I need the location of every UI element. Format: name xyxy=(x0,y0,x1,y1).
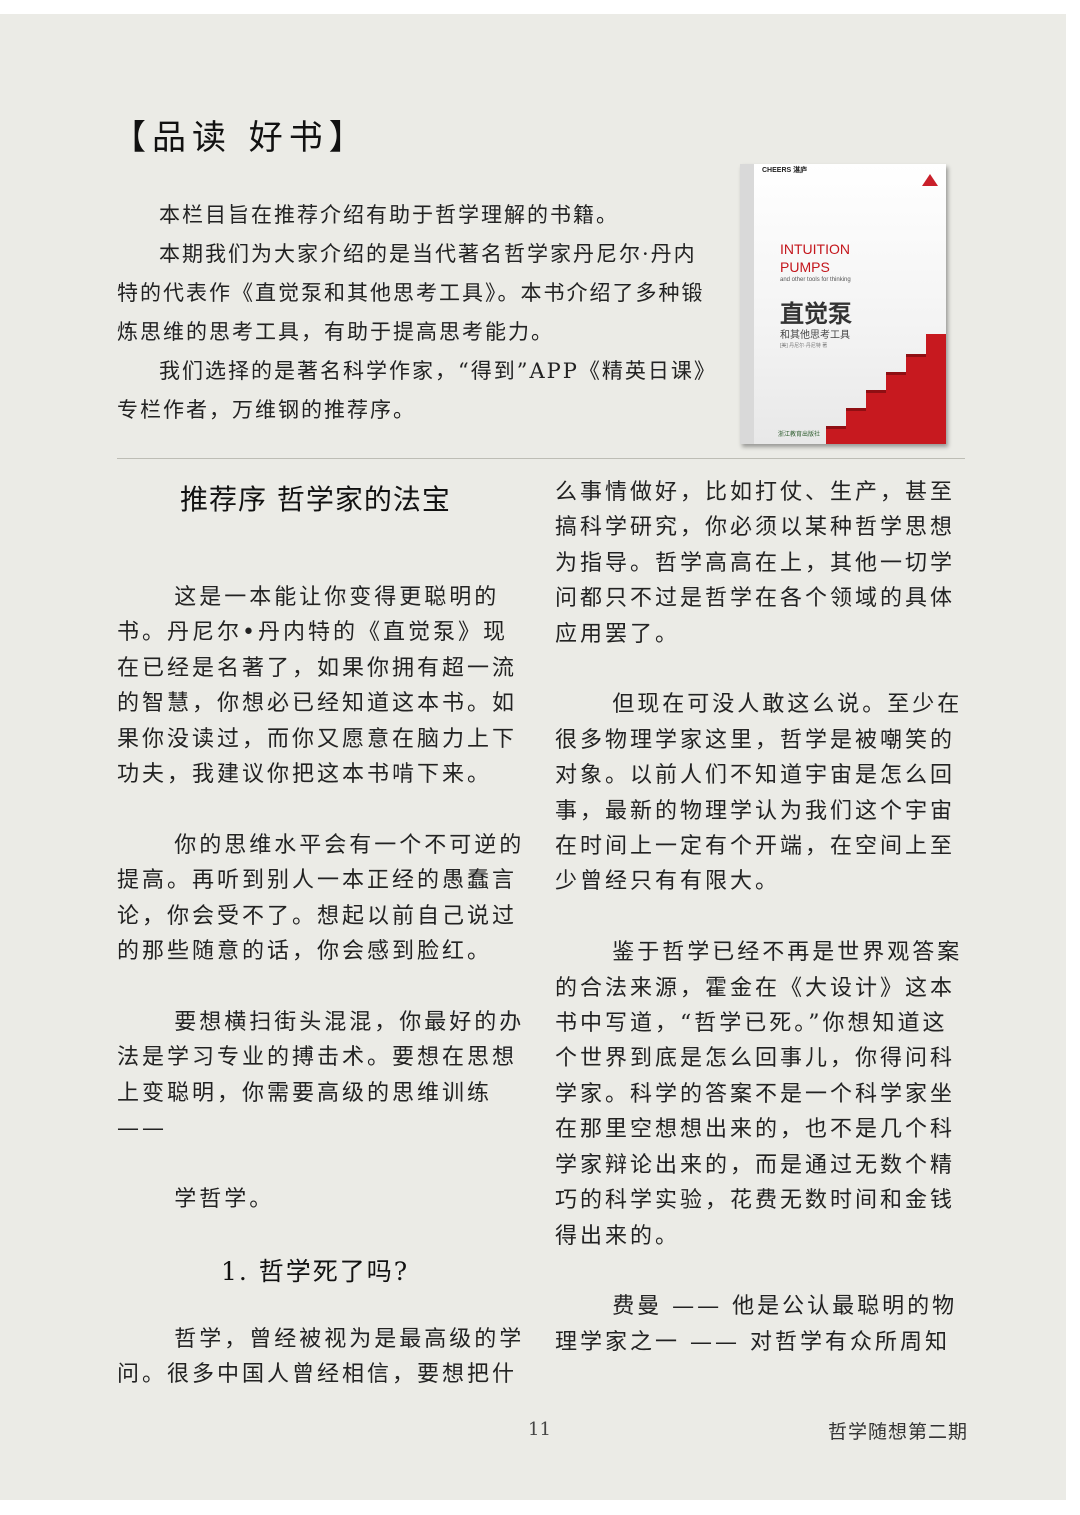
paragraph: 鉴于哲学已经不再是世界观答案的合法来源，霍金在《大设计》这本书中写道，“哲学已死… xyxy=(555,940,963,1249)
book-spine-text: 直觉泵 xyxy=(742,205,749,230)
article-column-left-continued: 哲学，曾经被视为是最高级的学问。很多中国人曾经相信，要想把什 xyxy=(117,1322,529,1393)
publication-title: 哲学随想第二期 xyxy=(828,1421,969,1443)
paragraph: 要想横扫街头混混，你最好的办法是学习专业的搏击术。要想在思想上变聪明，你需要高级… xyxy=(117,1009,525,1142)
book-cover-image: 直觉泵 CHEERS 湛庐 INTUITION PUMPS and other … xyxy=(740,164,946,444)
intro-paragraph: 本栏目旨在推荐介绍有助于哲学理解的书籍。 xyxy=(159,203,619,227)
red-stairs-graphic xyxy=(826,334,946,444)
book-title-cn: 直觉泵 xyxy=(780,301,852,328)
intro-text: 本栏目旨在推荐介绍有助于哲学理解的书籍。 本期我们为大家介绍的是当代著名哲学家丹… xyxy=(117,196,707,430)
book-press: 浙江教育出版社 xyxy=(778,432,821,438)
paragraph: 学哲学。 xyxy=(174,1186,275,1212)
paragraph: 么事情做好，比如打仗、生产，甚至搞科学研究，你必须以某种哲学思想为指导。哲学高高… xyxy=(555,480,956,647)
book-author: [美] 丹尼尔·丹尼特 著 xyxy=(780,343,828,349)
divider-line xyxy=(117,458,965,459)
article-heading: 推荐序 哲学家的法宝 xyxy=(180,483,451,516)
book-subtitle-cn: 和其他思考工具 xyxy=(780,330,850,341)
book-title-en: INTUITION PUMPS xyxy=(780,241,850,275)
paragraph: 费曼 —— 他是公认最聪明的物理学家之一 —— 对哲学有众所周知 xyxy=(555,1294,958,1355)
book-subtitle-en: and other tools for thinking xyxy=(780,277,851,283)
section-subheading: 1. 哲学死了吗? xyxy=(221,1257,410,1286)
paragraph: 你的思维水平会有一个不可逆的提高。再听到别人一本正经的愚蠢言论，你会受不了。想起… xyxy=(117,832,525,965)
intro-paragraph: 我们选择的是著名科学作家，“得到”APP《精英日课》专栏作者，万维钢的推荐序。 xyxy=(117,359,707,422)
page-number: 11 xyxy=(528,1419,551,1440)
paragraph: 但现在可没人敢这么说。至少在很多物理学家这里，哲学是被嘲笑的对象。以前人们不知道… xyxy=(555,692,963,895)
paragraph: 这是一本能让你变得更聪明的书。丹尼尔•丹内特的《直觉泵》现在已经是名著了，如果你… xyxy=(117,585,518,788)
paragraph: 哲学，曾经被视为是最高级的学问。很多中国人曾经相信，要想把什 xyxy=(117,1327,525,1388)
house-logo-icon xyxy=(922,174,938,186)
article-column-left: 这是一本能让你变得更聪明的书。丹尼尔•丹内特的《直觉泵》现在已经是名著了，如果你… xyxy=(117,580,529,1217)
intro-paragraph: 本期我们为大家介绍的是当代著名哲学家丹尼尔·丹内特的代表作《直觉泵和其他思考工具… xyxy=(117,242,705,344)
section-title: 【品读 好书】 xyxy=(112,118,369,158)
article-column-right: 么事情做好，比如打仗、生产，甚至搞科学研究，你必须以某种哲学思想为指导。哲学高高… xyxy=(555,475,967,1360)
publisher-logo: CHEERS 湛庐 xyxy=(762,167,808,174)
